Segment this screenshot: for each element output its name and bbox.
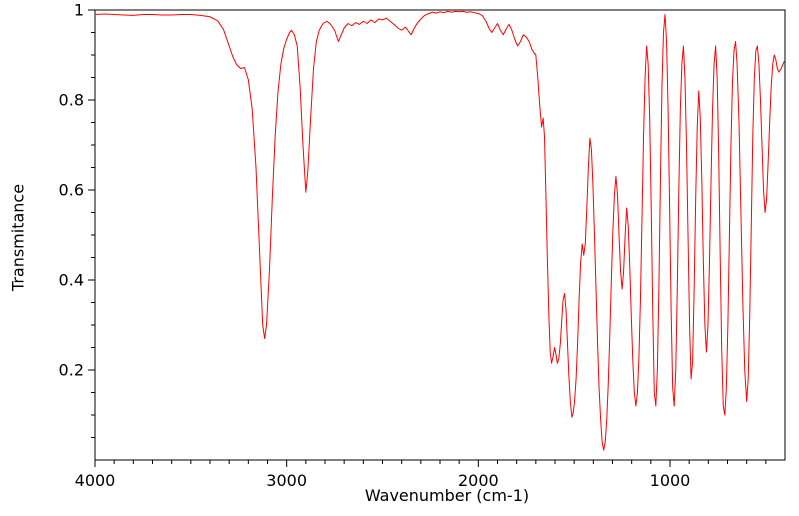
y-tick-label: 0.6 (59, 181, 84, 200)
y-tick-label: 1 (74, 1, 84, 20)
y-tick-label: 0.4 (59, 271, 84, 290)
x-tick-label: 4000 (75, 471, 116, 490)
y-tick-label: 0.8 (59, 91, 84, 110)
y-tick-label: 0.2 (59, 361, 84, 380)
y-axis-label: Transmitance (8, 183, 28, 292)
spectrum-line (94, 10, 785, 451)
x-tick-label: 2000 (458, 471, 499, 490)
x-tick-label: 3000 (266, 471, 307, 490)
x-axis-label: Wavenumber (cm-1) (364, 486, 530, 505)
x-tick-label: 1000 (650, 471, 691, 490)
